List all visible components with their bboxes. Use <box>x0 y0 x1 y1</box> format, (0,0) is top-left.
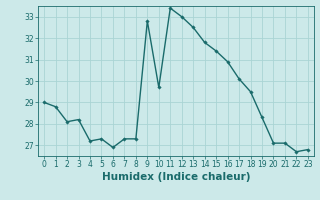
X-axis label: Humidex (Indice chaleur): Humidex (Indice chaleur) <box>102 172 250 182</box>
